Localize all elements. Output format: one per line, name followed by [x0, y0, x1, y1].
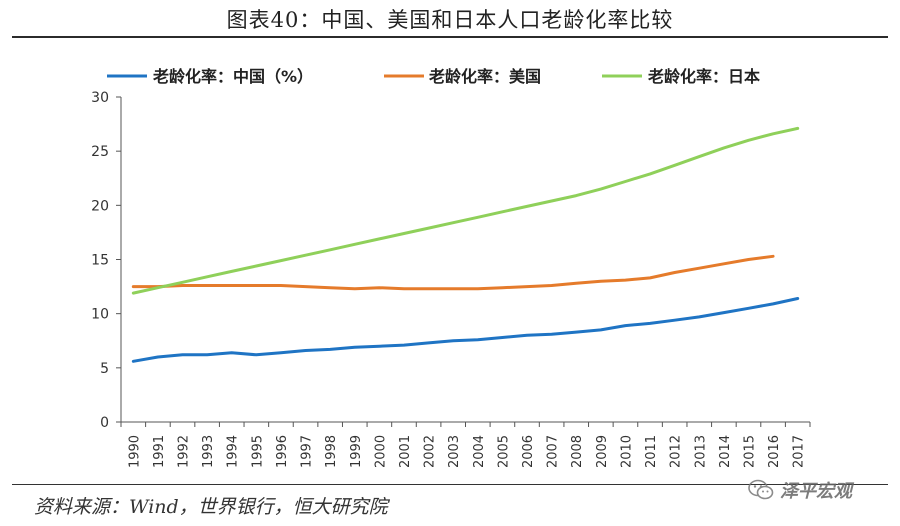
- x-tick-label: 2006: [521, 435, 536, 468]
- x-tick-label: 2008: [570, 435, 585, 468]
- chart-axes: 0 5 10 15 20 25 30 1990 1991 1992 1993 1994 1995 1996…: [91, 90, 811, 468]
- x-tick-label: 2012: [669, 435, 684, 468]
- legend-label-1: 老龄化率：美国: [428, 67, 541, 86]
- y-tick-label: 20: [91, 198, 109, 214]
- x-tick-label: 2002: [423, 435, 438, 468]
- x-tick-label: 2001: [398, 435, 413, 468]
- watermark-text: 泽平宏观: [780, 481, 852, 502]
- x-tick-label: 2011: [644, 435, 659, 468]
- x-tick-label: 1993: [201, 435, 216, 468]
- x-tick-label: 2000: [373, 435, 388, 468]
- title-divider: [12, 36, 888, 38]
- y-tick-label: 5: [100, 361, 109, 377]
- series-line-2: [131, 126, 800, 295]
- y-tick-label: 10: [91, 307, 109, 323]
- footer-divider: [12, 484, 888, 485]
- x-tick-label: 2003: [447, 435, 462, 468]
- series-line-0: [131, 297, 800, 363]
- x-tick-label: 1999: [349, 435, 364, 468]
- y-tick-label: 0: [100, 415, 109, 431]
- y-tick-label: 30: [91, 90, 109, 106]
- source-note: 资料来源：Wind，世界银行，恒大研究院: [34, 496, 388, 518]
- x-tick-label: 1997: [300, 435, 315, 468]
- x-tick-label: 2015: [742, 435, 757, 468]
- x-tick-label: 2017: [792, 435, 807, 468]
- x-tick-label: 1990: [127, 435, 142, 468]
- x-tick-label: 1998: [324, 435, 339, 468]
- x-tick-label: 2004: [472, 435, 487, 468]
- y-tick-label: 15: [91, 253, 109, 269]
- x-tick-label: 2016: [767, 435, 782, 468]
- x-tick-label: 2014: [718, 435, 733, 468]
- wechat-icon: [748, 479, 774, 500]
- chart-series-lines: [131, 126, 800, 363]
- x-tick-label: 1992: [177, 435, 192, 468]
- chart-title: 图表40：中国、美国和日本人口老龄化率比较: [226, 8, 674, 32]
- chart-legend: 老龄化率：中国（%） 老龄化率：美国 老龄化率：日本: [107, 67, 760, 86]
- legend-label-0: 老龄化率：中国（%）: [152, 67, 313, 86]
- legend-label-2: 老龄化率：日本: [647, 67, 760, 86]
- y-tick-label: 25: [91, 144, 109, 160]
- x-tick-label: 2005: [496, 435, 511, 468]
- x-tick-label: 1996: [275, 435, 290, 468]
- x-tick-label: 2010: [619, 435, 634, 468]
- x-tick-label: 1995: [250, 435, 265, 468]
- x-tick-label: 1994: [226, 435, 241, 468]
- series-line-1: [131, 254, 775, 291]
- watermark: 泽平宏观: [748, 476, 852, 504]
- x-tick-label: 2013: [693, 435, 708, 468]
- aging-rate-line-chart: 老龄化率：中国（%） 老龄化率：美国 老龄化率：日本 0 5 10 15 20 25 30 199…: [91, 67, 811, 468]
- x-tick-label: 2007: [546, 435, 561, 468]
- x-tick-label: 1991: [152, 435, 167, 468]
- x-tick-label: 2009: [595, 435, 610, 468]
